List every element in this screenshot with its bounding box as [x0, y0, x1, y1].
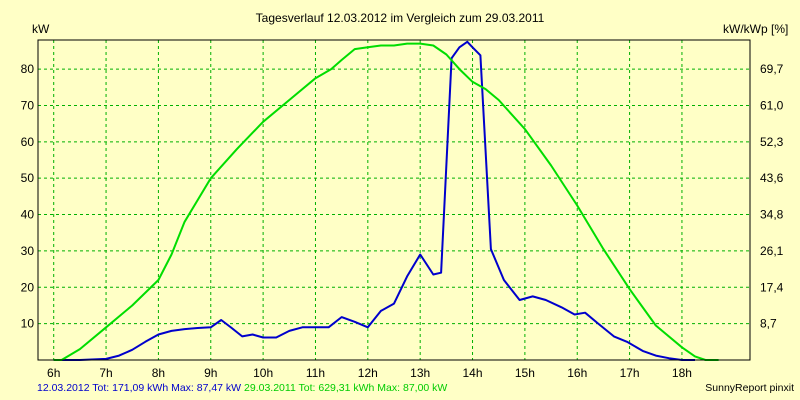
y-tick-right-5: 52,3 — [760, 135, 784, 149]
y-tick-left-60: 60 — [21, 135, 35, 149]
x-tick-label-17h: 17h — [620, 366, 640, 380]
x-tick-label-7h: 7h — [99, 366, 112, 380]
series-2-summary: 29.03.2011 Tot: 629,31 kWh Max: 87,00 kW — [244, 382, 448, 394]
y-tick-left-50: 50 — [21, 171, 35, 185]
x-tick-label-12h: 12h — [358, 366, 378, 380]
plot-frame — [37, 39, 751, 361]
footer: 12.03.2012 Tot: 171,09 kWh Max: 87,47 kW… — [37, 382, 800, 398]
y-tick-left-70: 70 — [21, 98, 35, 112]
y-tick-right-0: 8,7 — [760, 317, 777, 331]
series-lines — [53, 40, 719, 361]
x-tick-label-8h: 8h — [152, 366, 165, 380]
series-line-2 — [53, 42, 719, 361]
y-tick-left-10: 10 — [21, 317, 35, 331]
y-tick-right-1: 17,4 — [760, 280, 784, 294]
x-tick-label-13h: 13h — [410, 366, 430, 380]
y-tick-right-2: 26,1 — [760, 244, 784, 258]
series-line-1 — [53, 40, 695, 361]
chart-title: Tagesverlauf 12.03.2012 im Vergleich zum… — [256, 11, 545, 25]
y-tick-right-6: 61,0 — [760, 98, 784, 112]
axis-ticks: 6h 7h 8h 9h 10h 11h 12h 13h 14h 15h 16h 17h 18h 10 8,7… — [21, 62, 784, 380]
x-tick-label-14h: 14h — [463, 366, 483, 380]
x-tick-label-16h: 16h — [567, 366, 587, 380]
y-tick-right-3: 34,8 — [760, 208, 784, 222]
y-tick-left-20: 20 — [21, 280, 35, 294]
y-tick-left-30: 30 — [21, 244, 35, 258]
series-1-summary: 12.03.2012 Tot: 171,09 kWh Max: 87,47 kW — [37, 382, 242, 394]
y-axis-left-label: kW — [32, 22, 50, 36]
y-axis-right-label: kW/kWp [%] — [723, 22, 788, 36]
y-tick-left-80: 80 — [21, 62, 35, 76]
x-tick-label-9h: 9h — [204, 366, 217, 380]
credit-text: SunnyReport pinxit — [705, 382, 794, 394]
x-tick-label-18h: 18h — [672, 366, 692, 380]
y-tick-right-4: 43,6 — [760, 171, 784, 185]
x-tick-label-6h: 6h — [47, 366, 60, 380]
y-tick-left-40: 40 — [21, 208, 35, 222]
x-tick-label-10h: 10h — [253, 366, 273, 380]
grid-lines — [38, 40, 750, 360]
x-tick-label-15h: 15h — [515, 366, 535, 380]
y-tick-right-7: 69,7 — [760, 62, 784, 76]
x-tick-label-11h: 11h — [306, 366, 325, 380]
